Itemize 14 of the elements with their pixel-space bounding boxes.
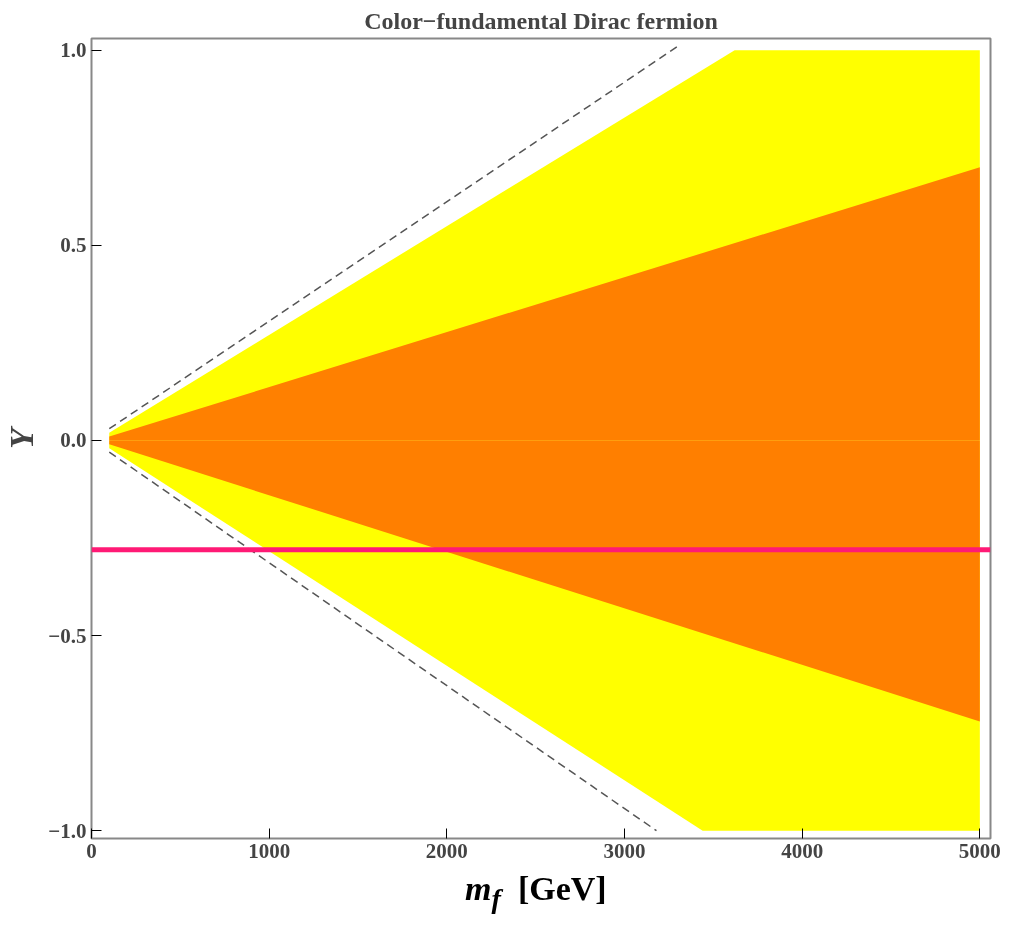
x-tick-label: 4000 (781, 838, 824, 863)
x-tick-label: 1000 (248, 838, 291, 863)
y-tick-label: −1.0 (48, 818, 87, 843)
chart-title: Color−fundamental Dirac fermion (364, 7, 718, 34)
y-tick-label: 0.0 (60, 428, 87, 453)
x-tick-label: 0 (86, 838, 97, 863)
y-axis-title: Y (3, 424, 41, 449)
x-tick-label: 5000 (958, 838, 1001, 863)
y-tick-label: 1.0 (60, 38, 87, 63)
y-tick-label: 0.5 (60, 233, 87, 258)
xlabel: m$_{f}$ [GeV] (464, 869, 608, 916)
x-tick-label: 3000 (603, 838, 646, 863)
x-tick-label: 2000 (425, 838, 468, 863)
y-tick-label: −0.5 (48, 623, 87, 648)
